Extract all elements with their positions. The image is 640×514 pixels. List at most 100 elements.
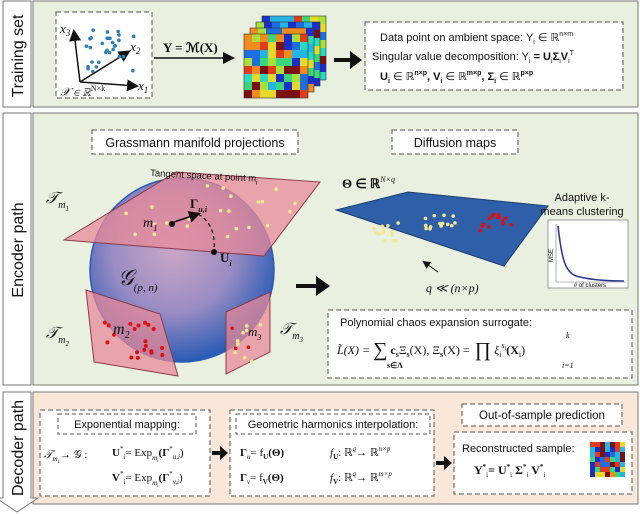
- plane-m3-point: [243, 355, 247, 360]
- scatter-point: [131, 34, 136, 39]
- point-Ui-label: Ui: [220, 250, 232, 268]
- recon-matrix-cell: [590, 472, 595, 477]
- diffusion-point: [453, 221, 457, 225]
- tangent-plane-m3: [225, 291, 271, 375]
- diffusion-point: [381, 229, 386, 234]
- matrix-cell: [258, 28, 266, 36]
- matrix-cell: [260, 58, 268, 66]
- plane-m2-point: [102, 320, 107, 325]
- matrix-cell: [244, 50, 252, 58]
- matrix-cell: [252, 50, 260, 58]
- matrix-cell: [312, 38, 320, 46]
- diffusion-point: [496, 212, 501, 217]
- matrix-cell: [280, 22, 288, 30]
- decoder-section-label: Decoder path: [10, 400, 27, 496]
- recon-matrix-cell: [610, 472, 615, 477]
- diffusion-point: [500, 218, 505, 223]
- plane-m1-point: [265, 223, 270, 228]
- grassmann-title-box: [91, 129, 299, 155]
- recon-matrix-cell: [590, 457, 595, 462]
- matrix-cell: [306, 36, 314, 44]
- diffusion-point: [386, 223, 390, 228]
- scatter-point: [89, 36, 93, 40]
- svd-line-2: Singular value decomposition: Yi = UiΣiV…: [372, 50, 575, 65]
- axis-x1-label: x1: [137, 78, 148, 95]
- matrix-cell: [262, 16, 270, 24]
- matrix-cell: [292, 34, 300, 42]
- matrix-cell: [300, 74, 308, 82]
- scatter-point: [84, 44, 89, 48]
- point-m1: [169, 221, 175, 227]
- grassmann-manifold-label: 𝒢(p, n): [118, 265, 158, 294]
- plane-m2-point: [143, 339, 148, 344]
- diffusion-point: [490, 213, 495, 218]
- plane-m1-point: [218, 208, 223, 213]
- matrix-cell: [252, 58, 260, 66]
- matrix-cell: [276, 50, 284, 58]
- mapping-label: Y = ℳ(X): [163, 40, 218, 55]
- matrix-cell: [244, 66, 252, 74]
- recon-matrix-cell: [590, 442, 595, 447]
- recon-matrix-cell: [590, 447, 595, 452]
- matrix-cell: [260, 74, 268, 82]
- matrix-cell: [300, 50, 308, 58]
- matrix-cell: [292, 82, 300, 90]
- kmeans-mse-curve: [557, 225, 625, 282]
- matrix-cell: [312, 46, 320, 54]
- diffusion-point: [442, 213, 446, 218]
- plane-m1-point: [221, 186, 225, 190]
- recon-matrix-cell: [615, 442, 620, 447]
- plane-m3-point: [258, 322, 263, 327]
- diffusion-points: [372, 212, 514, 243]
- theta-label: Θ ∈ ℝN×q: [342, 175, 395, 191]
- recon-matrix-cell: [620, 447, 625, 452]
- matrix-cell: [300, 82, 308, 90]
- recon-matrix-cell: [615, 447, 620, 452]
- matrix-cell: [252, 74, 260, 82]
- plane-m2-point: [135, 355, 140, 360]
- matrix-cell: [288, 22, 296, 30]
- recon-matrix-cell: [615, 457, 620, 462]
- matrix-cell: [244, 90, 252, 98]
- matrix-cell: [318, 64, 326, 72]
- plane-m1-point: [229, 194, 233, 198]
- matrix-cell: [312, 62, 320, 70]
- recon-matrix-cell: [605, 462, 610, 467]
- plane-m1-point: [227, 209, 231, 213]
- scatter-point: [116, 29, 120, 34]
- diffusion-point: [451, 214, 455, 218]
- diffusion-title-box: [391, 129, 519, 155]
- matrix-cell: [312, 78, 320, 86]
- matrix-cell: [306, 60, 314, 68]
- recon-matrix-cell: [590, 467, 595, 472]
- matrix-cell: [284, 42, 292, 50]
- matrix-cell: [318, 40, 326, 48]
- pce-sum-sub: s∈Λ: [387, 361, 403, 370]
- plane-m3-point: [236, 342, 240, 346]
- matrix-cell: [318, 24, 326, 32]
- matrix-cell: [294, 16, 302, 24]
- diffusion-point: [509, 222, 514, 227]
- axis-x2-label: x2: [129, 39, 141, 56]
- recon-matrix-cell: [620, 457, 625, 462]
- scatter-point: [91, 69, 95, 74]
- matrix-cell: [252, 90, 260, 98]
- geo-harmonics-u: Γu= fU(Θ): [240, 447, 284, 461]
- pce-title: Polynomial chaos expansion surrogate:: [340, 317, 532, 329]
- geo-harmonics-title-box: [235, 413, 431, 435]
- plane-m3-points: [230, 322, 263, 364]
- scatter-point: [88, 45, 93, 50]
- matrix-cell: [268, 66, 276, 74]
- matrix-cell: [276, 90, 284, 98]
- recon-matrix-cell: [595, 467, 600, 472]
- q-label: q ≪ (n×p): [426, 281, 479, 295]
- recon-matrix-cell: [600, 457, 605, 462]
- matrix-cell: [260, 66, 268, 74]
- recon-matrix-cell: [620, 462, 625, 467]
- scatter-points: [84, 28, 136, 74]
- matrix-cell: [284, 66, 292, 74]
- recon-matrix-cell: [595, 457, 600, 462]
- data-matrix-stack: [243, 15, 327, 99]
- matrix-border: [243, 33, 309, 99]
- diffusion-point: [423, 223, 428, 228]
